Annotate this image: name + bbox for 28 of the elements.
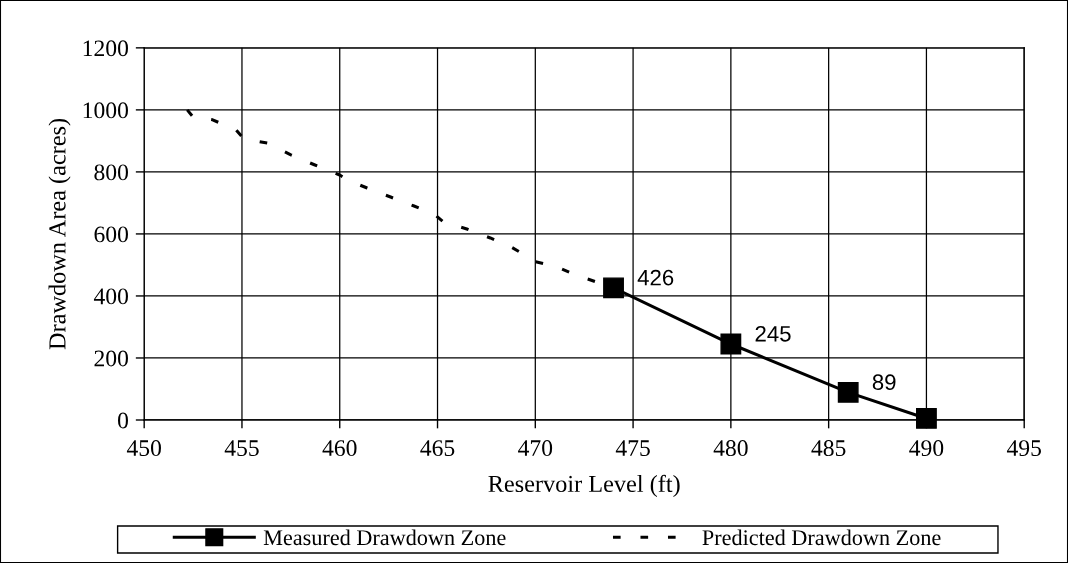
data-label: 89 [872, 374, 896, 391]
y-tick-label: 400 [93, 288, 128, 305]
y-tick-label: 200 [94, 350, 128, 367]
point [837, 381, 859, 403]
x-tick-label: 485 [811, 440, 846, 457]
y-tick-label: 1200 [83, 40, 128, 57]
data-label: 426 [637, 269, 674, 286]
x-tick-label: 465 [420, 440, 455, 457]
x-tick-label: 470 [518, 440, 553, 457]
y-tick-label: 0 [118, 412, 128, 429]
legend-label: Predicted Drawdown Zone [702, 529, 941, 546]
x-tick-label: 455 [224, 440, 259, 457]
data-label: 245 [755, 325, 791, 342]
x-tick-label: 475 [615, 440, 650, 457]
y-tick-label: 800 [94, 164, 128, 181]
point [720, 333, 742, 355]
point [603, 277, 624, 299]
point [916, 408, 937, 429]
x-tick-label: 460 [322, 440, 357, 457]
x-axis-title: Reservoir Level (ft) [488, 474, 680, 498]
y-tick-label: 600 [94, 226, 128, 243]
x-tick-label: 480 [713, 440, 748, 457]
x-tick-label: 490 [909, 440, 944, 457]
x-tick-label: 450 [126, 440, 161, 457]
y-tick-label: 1000 [83, 102, 128, 119]
legend-label: Measured Drawdown Zone [263, 529, 506, 546]
y-axis-title: Drawdown Area (acres) [48, 118, 71, 350]
x-tick-label: 495 [1006, 440, 1041, 457]
